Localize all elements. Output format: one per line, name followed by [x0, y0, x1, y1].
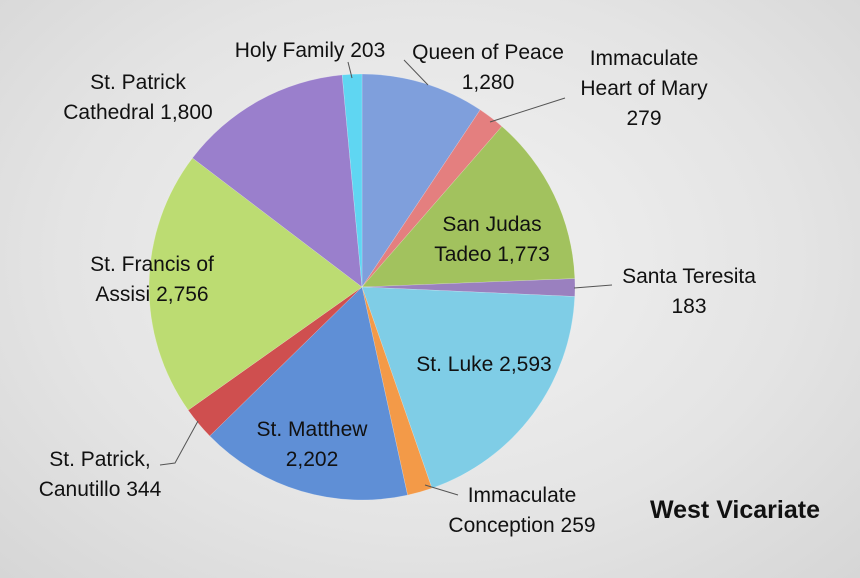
- category-name: Santa Teresita: [622, 265, 756, 288]
- category-name: St. Matthew: [256, 418, 368, 441]
- slice-label: Immaculate Heart of Mary 279: [564, 44, 724, 134]
- leader-line: [347, 61, 353, 79]
- slice-label: San Judas Tadeo 1,773: [422, 210, 562, 270]
- leader-line: [159, 420, 199, 466]
- value-label: 1,800: [160, 101, 213, 124]
- value-label: 2,202: [285, 448, 339, 471]
- value-label: 2,593: [499, 353, 552, 376]
- value-label: 344: [126, 478, 162, 501]
- leader-lines: [159, 59, 613, 496]
- slice-label: St. Patrick, Canutillo 344: [25, 445, 175, 505]
- pie-slice: [341, 73, 363, 288]
- slice-label: Santa Teresita 183: [609, 262, 769, 322]
- category-name: St. Francis of Assisi: [90, 253, 214, 306]
- value-label: 2,756: [156, 283, 209, 306]
- pie-slice: [361, 126, 576, 288]
- category-name: San Judas Tadeo: [434, 213, 542, 266]
- pie-slice: [209, 286, 408, 501]
- category-name: St. Patrick Cathedral: [63, 71, 186, 124]
- category-name: Queen of Peace: [412, 41, 564, 64]
- pie: [148, 73, 576, 501]
- pie-slice: [187, 286, 363, 437]
- slice-label: St. Francis of Assisi 2,756: [77, 250, 227, 310]
- leader-line: [403, 59, 429, 86]
- pie-slice: [361, 286, 576, 489]
- value-label: 203: [350, 39, 386, 62]
- value-label: 183: [671, 295, 707, 318]
- category-name: Holy Family: [234, 39, 345, 62]
- pie-slice: [192, 74, 363, 288]
- slice-label: St. Luke 2,593: [384, 350, 584, 380]
- slice-label: Holy Family 203: [210, 36, 410, 66]
- value-label: 279: [626, 107, 662, 130]
- leader-line: [573, 284, 613, 289]
- slice-label: Queen of Peace 1,280: [403, 38, 573, 98]
- pie-slice: [148, 157, 363, 411]
- leader-line: [424, 484, 459, 496]
- category-name: St. Patrick, Canutillo: [38, 448, 151, 501]
- category-name: Immaculate Conception: [448, 484, 577, 537]
- pie-slice: [361, 73, 481, 288]
- value-label: 1,773: [497, 243, 550, 266]
- slice-label: St. Matthew 2,202: [232, 415, 392, 475]
- leader-line: [489, 97, 566, 123]
- value-label: 1,280: [461, 71, 515, 94]
- chart-title: West Vicariate: [649, 496, 820, 524]
- pie-slice: [361, 286, 433, 496]
- pie-slice: [361, 109, 503, 288]
- value-label: 259: [560, 514, 596, 537]
- slice-label: St. Patrick Cathedral 1,800: [43, 68, 233, 128]
- category-name: St. Luke: [416, 353, 494, 376]
- slice-label: Immaculate Conception 259: [432, 481, 612, 541]
- category-name: Immaculate Heart of Mary: [580, 47, 708, 100]
